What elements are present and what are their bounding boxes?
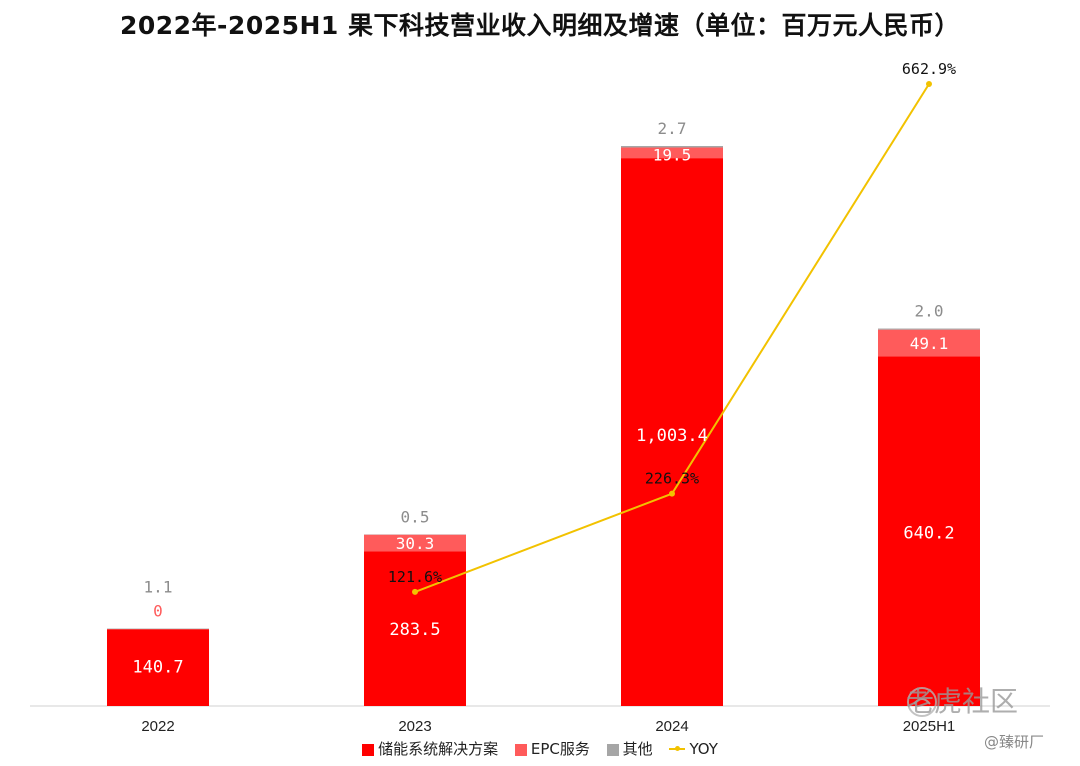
data-label-other-2022: 1.1 <box>144 578 173 597</box>
data-label-storage-2022: 140.7 <box>132 658 183 678</box>
legend: 储能系统解决方案 EPC服务 其他 YOY <box>0 738 1080 759</box>
bar-epc-2025H1 <box>878 329 980 357</box>
bar-storage-2025H1 <box>878 356 980 706</box>
yoy-point-2023 <box>412 588 418 595</box>
x-tick-2025H1: 2025H1 <box>903 718 956 735</box>
data-label-other-2025H1: 2.0 <box>915 302 944 321</box>
bar-epc-2023 <box>364 534 466 552</box>
legend-label-yoy: YOY <box>689 739 718 758</box>
data-label-epc-2022: 0 <box>153 602 163 621</box>
watermark-logo: 老虎社区 <box>906 685 1019 718</box>
legend-item-other: 其他 <box>606 738 653 759</box>
data-label-storage-2024: 1,003.4 <box>636 426 708 446</box>
yoy-label-2024: 226.3% <box>645 470 699 488</box>
legend-swatch-storage <box>362 743 375 756</box>
x-tick-2022: 2022 <box>141 718 174 735</box>
bar-storage-2023 <box>364 551 466 706</box>
watermark-handle: @臻研厂 <box>984 733 1045 751</box>
legend-swatch-epc <box>514 743 527 756</box>
data-label-storage-2023: 283.5 <box>389 620 440 640</box>
legend-item-epc: EPC服务 <box>514 738 590 759</box>
tiger-logo-icon <box>907 687 937 717</box>
bar-epc-2024 <box>621 147 723 159</box>
bar-storage-2024 <box>621 158 723 706</box>
data-label-other-2023: 0.5 <box>401 507 430 526</box>
legend-swatch-yoy <box>669 746 686 751</box>
data-label-storage-2025H1: 640.2 <box>903 523 954 543</box>
bar-storage-2022 <box>107 629 209 706</box>
chart-title: 2022年-2025H1 果下科技营业收入明细及增速（单位：百万元人民币） <box>119 11 961 40</box>
legend-label-epc: EPC服务 <box>530 740 590 758</box>
legend-item-storage: 储能系统解决方案 <box>362 738 498 759</box>
legend-label-other: 其他 <box>622 740 653 758</box>
legend-item-yoy: YOY <box>669 740 718 758</box>
data-label-epc-2024: 19.5 <box>653 145 692 164</box>
bar-other-2025H1 <box>878 328 980 330</box>
data-label-epc-2025H1: 49.1 <box>910 334 949 353</box>
yoy-label-2023: 121.6% <box>388 568 442 586</box>
yoy-label-2025H1: 662.9% <box>902 60 956 78</box>
legend-swatch-other <box>606 743 619 756</box>
yoy-point-2025H1 <box>926 81 932 87</box>
bar-other-2024 <box>621 146 723 148</box>
legend-label-storage: 储能系统解决方案 <box>378 740 499 758</box>
bar-other-2022 <box>107 628 209 630</box>
yoy-point-2024 <box>669 490 675 497</box>
data-label-other-2024: 2.7 <box>658 119 687 138</box>
x-tick-2024: 2024 <box>655 718 688 735</box>
x-tick-2023: 2023 <box>398 718 431 735</box>
data-label-epc-2023: 30.3 <box>396 534 435 553</box>
